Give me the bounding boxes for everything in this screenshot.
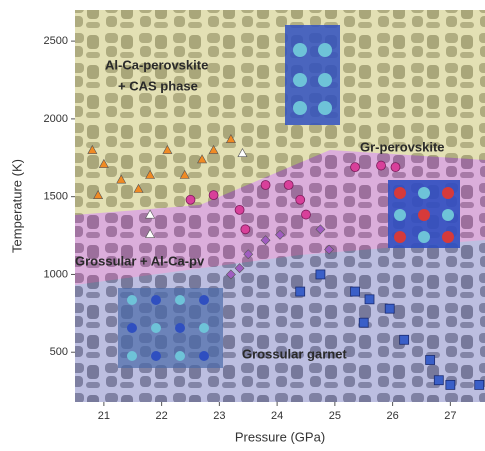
point [260, 180, 271, 190]
crystal-structure [118, 25, 460, 368]
point [145, 209, 156, 219]
point [116, 174, 127, 184]
point [225, 133, 236, 144]
point [145, 228, 156, 238]
point [243, 249, 254, 260]
y-tick-label: 2000 [44, 113, 68, 125]
point [350, 162, 360, 173]
point [240, 224, 251, 235]
point [162, 144, 173, 154]
point [93, 189, 104, 200]
point [98, 158, 109, 168]
annotation: Grossular + Al-Ca-pv [75, 253, 205, 268]
x-tick-label: 24 [271, 410, 283, 422]
point [433, 375, 444, 386]
point [301, 209, 311, 220]
annotation: + CAS phase [118, 78, 198, 93]
point [260, 235, 271, 246]
point [133, 183, 144, 193]
marks [87, 133, 485, 390]
y-tick-label: 500 [50, 346, 68, 358]
point [208, 190, 219, 201]
point [350, 286, 360, 297]
x-tick-label: 23 [213, 410, 225, 422]
point [376, 160, 386, 171]
point [358, 317, 369, 328]
point [384, 303, 395, 314]
point [295, 194, 306, 205]
point [425, 355, 436, 365]
point [237, 147, 248, 158]
point [234, 204, 245, 215]
point [474, 379, 485, 390]
point [295, 286, 306, 297]
y-tick-label: 2500 [44, 35, 68, 47]
annotation: Al-Ca-perovskite [105, 57, 208, 72]
y-tick-label: 1500 [44, 191, 68, 203]
x-tick-label: 27 [444, 410, 456, 422]
point [315, 269, 326, 280]
point [399, 334, 410, 345]
point [390, 162, 401, 173]
point [179, 169, 190, 179]
point [324, 244, 335, 255]
y-axis-title: Temperature (K) [9, 159, 24, 253]
point [315, 224, 326, 235]
y-tick-label: 1000 [44, 268, 68, 280]
point [275, 229, 285, 240]
x-axis-title: Pressure (GPa) [235, 429, 325, 444]
annotation: Gr-perovskite [360, 139, 445, 154]
point [197, 154, 208, 164]
x-tick-label: 26 [386, 410, 398, 422]
point [225, 269, 236, 280]
point [208, 144, 219, 154]
x-tick-label: 21 [98, 410, 110, 422]
point [185, 194, 196, 205]
x-tick-label: 25 [329, 410, 341, 422]
point [445, 379, 456, 390]
point [145, 169, 156, 179]
x-tick-label: 22 [155, 410, 167, 422]
point [283, 180, 294, 190]
annotation: Grossular garnet [242, 346, 347, 361]
point [234, 263, 245, 274]
point [364, 294, 375, 305]
point [87, 144, 98, 154]
